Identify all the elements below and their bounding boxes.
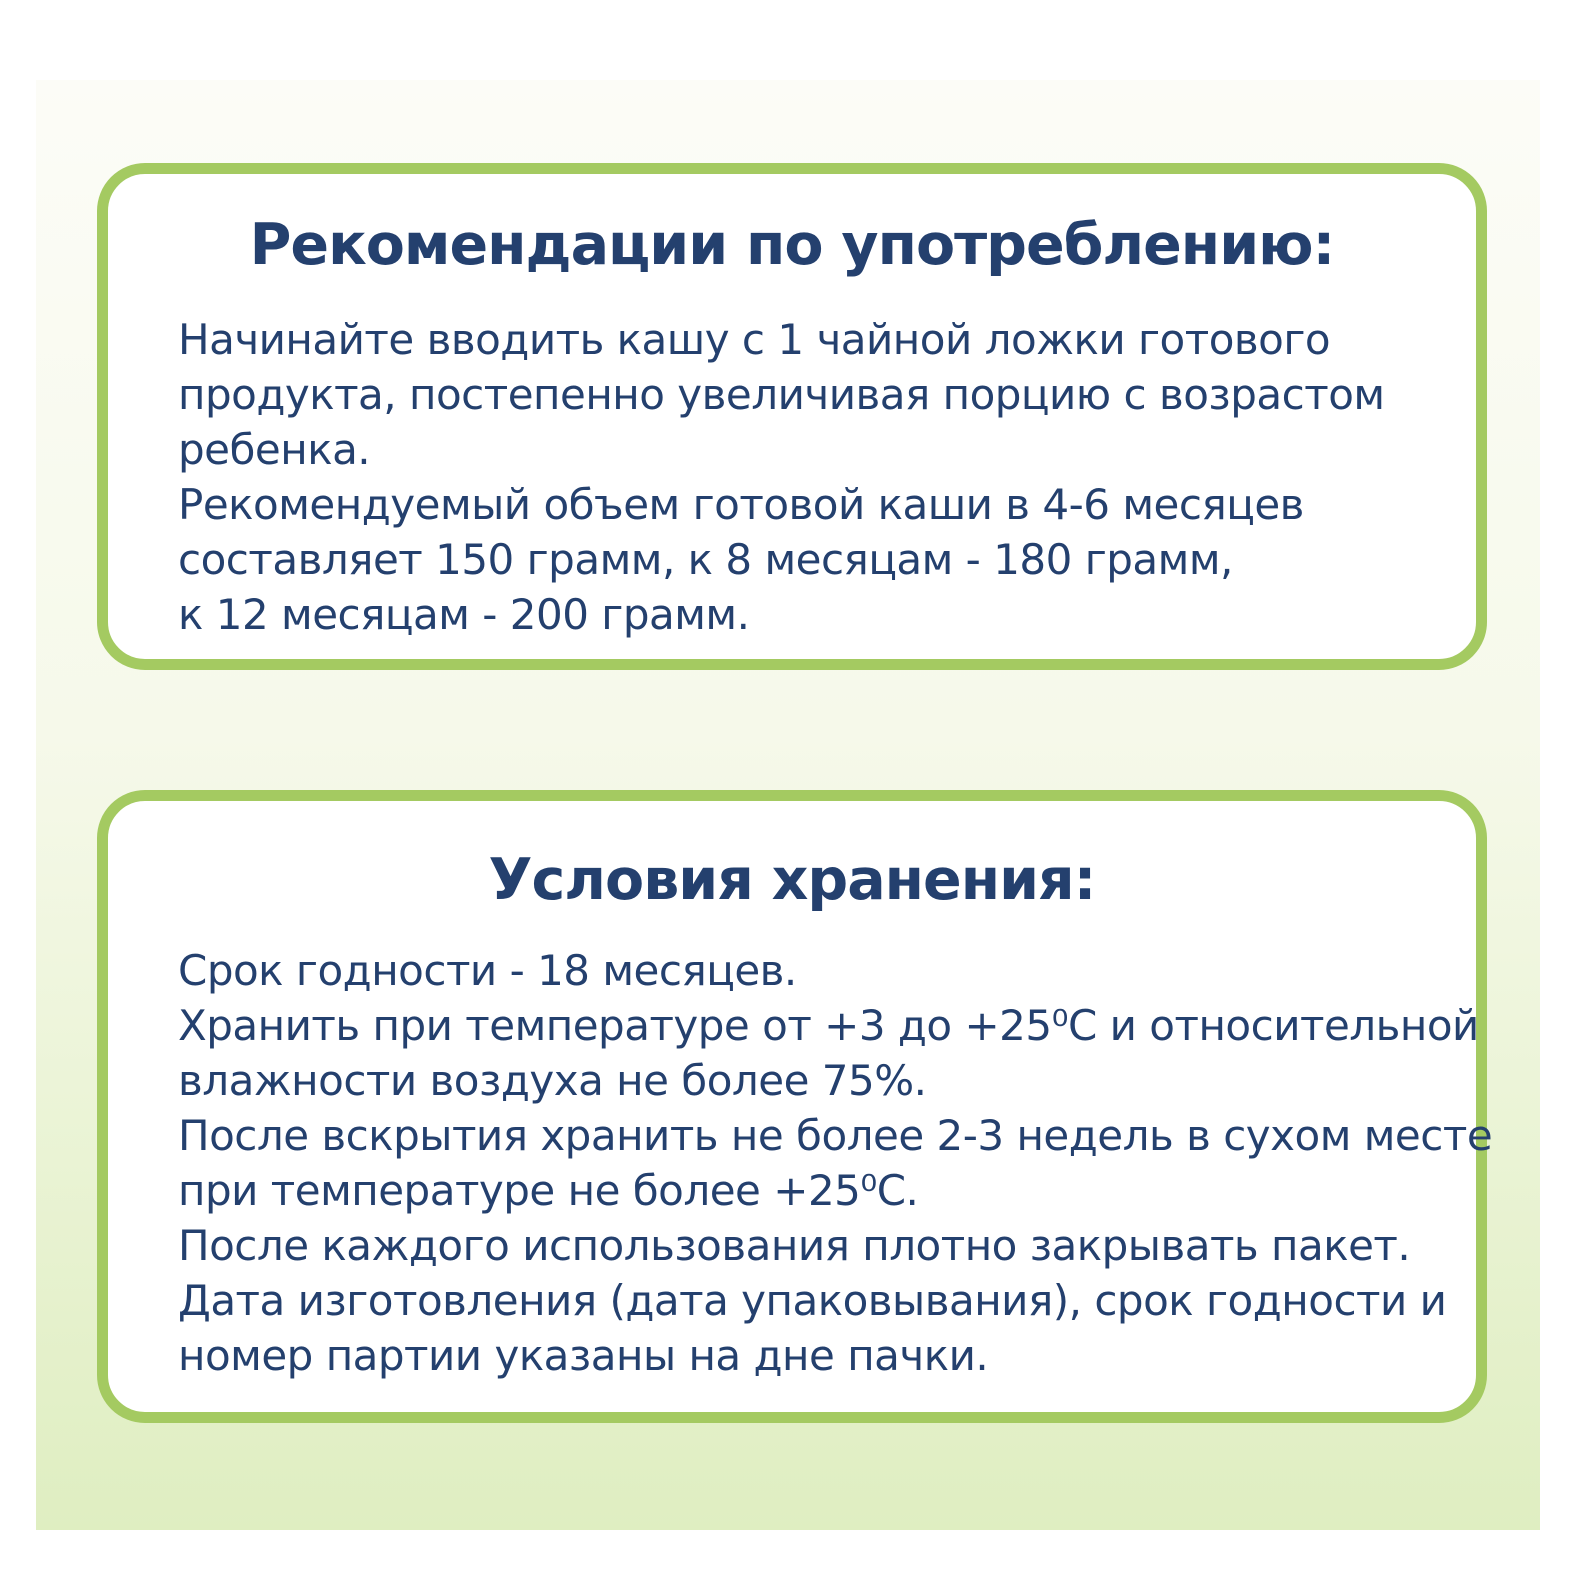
storage-line: Хранить при температуре от +3 до +25⁰С и…	[178, 1001, 1479, 1050]
recommendations-line: составляет 150 грамм, к 8 месяцам - 180 …	[178, 535, 1233, 584]
recommendations-title: Рекомендации по употреблению:	[249, 212, 1336, 278]
recommendations-body: Начинайте вводить кашу с 1 чайной ложки …	[108, 312, 1476, 642]
storage-line: Дата изготовления (дата упаковывания), с…	[178, 1276, 1447, 1325]
recommendations-line: ребенка.	[178, 425, 371, 474]
storage-line: После вскрытия хранить не более 2-3 неде…	[178, 1111, 1493, 1160]
storage-line: номер партии указаны на дне пачки.	[178, 1331, 989, 1380]
storage-line: Срок годности - 18 месяцев.	[178, 946, 797, 995]
storage-body: Срок годности - 18 месяцев. Хранить при …	[108, 943, 1493, 1383]
background-panel: Рекомендации по употреблению: Начинайте …	[36, 80, 1540, 1530]
recommendations-line: Начинайте вводить кашу с 1 чайной ложки …	[178, 315, 1331, 364]
recommendations-card: Рекомендации по употреблению: Начинайте …	[97, 163, 1487, 670]
recommendations-line: продукта, постепенно увеличивая порцию с…	[178, 370, 1385, 419]
storage-title: Условия хранения:	[488, 847, 1097, 913]
recommendations-line: Рекомендуемый объем готовой каши в 4-6 м…	[178, 480, 1304, 529]
storage-line: влажности воздуха не более 75%.	[178, 1056, 927, 1105]
storage-line: После каждого использования плотно закры…	[178, 1221, 1411, 1270]
storage-line: при температуре не более +25⁰С.	[178, 1166, 919, 1215]
recommendations-line: к 12 месяцам - 200 грамм.	[178, 590, 750, 639]
storage-card: Условия хранения: Срок годности - 18 мес…	[97, 790, 1493, 1423]
